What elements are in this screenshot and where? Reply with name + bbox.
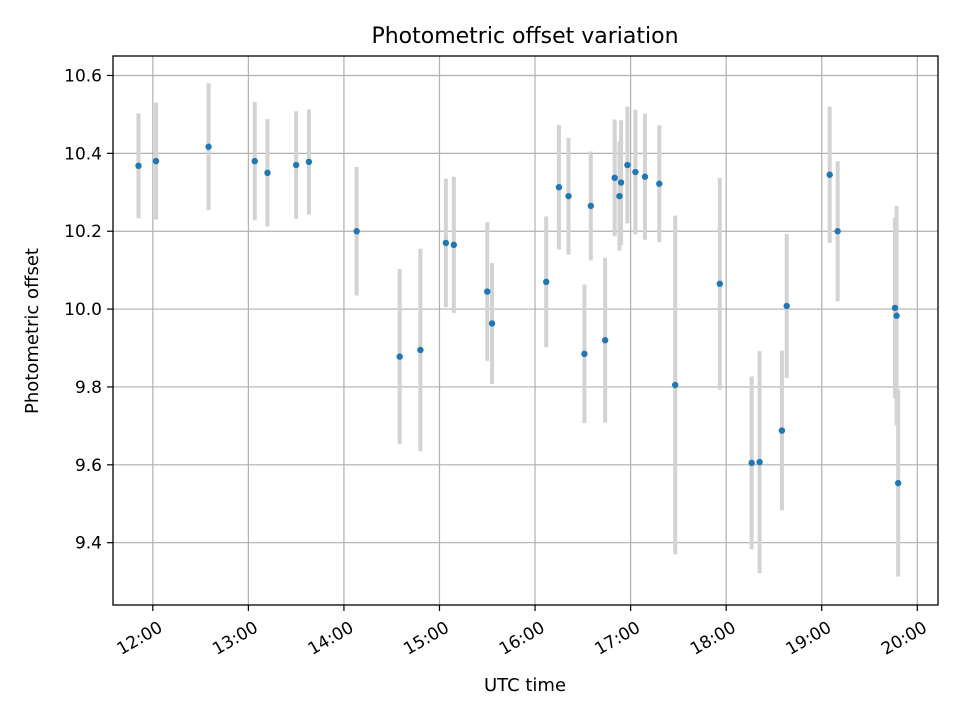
data-point xyxy=(305,158,313,166)
data-point xyxy=(152,157,160,165)
data-point xyxy=(555,184,563,191)
chart-title: Photometric offset variation xyxy=(371,24,678,49)
y-tick-label: 9.8 xyxy=(75,378,102,398)
x-tick-label: 14:00 xyxy=(305,618,357,660)
x-tick-label: 20:00 xyxy=(878,618,930,660)
data-point xyxy=(601,337,609,344)
x-tick-label: 17:00 xyxy=(591,618,643,660)
errorbar-layer xyxy=(136,83,901,577)
data-point xyxy=(826,171,833,178)
data-point xyxy=(632,168,639,176)
data-point xyxy=(893,312,900,319)
data-point xyxy=(488,320,496,327)
x-tick-label: 12:00 xyxy=(114,618,166,660)
data-point xyxy=(611,174,618,182)
y-tick-label: 10.6 xyxy=(64,66,102,86)
data-point xyxy=(748,459,755,467)
data-point xyxy=(624,161,631,169)
data-point xyxy=(484,288,491,295)
data-point xyxy=(417,346,424,354)
data-point xyxy=(891,304,899,312)
x-tick-label: 13:00 xyxy=(209,618,261,660)
y-tick-label: 10.0 xyxy=(64,300,102,320)
x-tick-label: 15:00 xyxy=(400,618,452,660)
x-tick-label: 16:00 xyxy=(496,618,548,660)
data-point xyxy=(353,228,360,235)
grid-layer xyxy=(113,56,938,605)
data-point xyxy=(672,381,679,389)
x-tick-label: 19:00 xyxy=(783,618,835,660)
y-tick-label: 9.6 xyxy=(75,456,102,476)
data-point xyxy=(396,353,403,360)
x-tick-label: 18:00 xyxy=(687,618,739,660)
data-point xyxy=(292,161,300,169)
data-point xyxy=(450,241,458,249)
y-axis-label: Photometric offset xyxy=(22,248,43,414)
data-point xyxy=(264,169,271,177)
data-point xyxy=(616,192,623,200)
data-point xyxy=(565,192,572,200)
data-point xyxy=(543,278,550,286)
point-layer xyxy=(135,143,902,487)
data-point xyxy=(442,239,450,247)
data-point xyxy=(716,280,724,287)
data-point xyxy=(778,427,786,434)
y-tick-label: 10.4 xyxy=(64,144,102,164)
data-point xyxy=(251,157,258,165)
data-point xyxy=(641,173,649,180)
data-point xyxy=(894,479,902,487)
data-point xyxy=(617,179,625,186)
y-tick-label: 9.4 xyxy=(75,534,102,554)
data-point xyxy=(205,143,212,150)
data-point xyxy=(756,458,763,466)
y-tick-label: 10.2 xyxy=(64,222,102,242)
data-point xyxy=(656,180,663,187)
tick-layer: 12:00 13:00 14:00 15:00 16:00 17:00 18:00 19:00… xyxy=(64,66,930,659)
x-axis-label: UTC time xyxy=(484,675,566,696)
data-point xyxy=(135,162,142,169)
plot-frame xyxy=(112,55,939,606)
data-point xyxy=(834,228,841,235)
data-point xyxy=(783,302,790,310)
data-point xyxy=(587,202,594,210)
data-point xyxy=(581,350,588,358)
